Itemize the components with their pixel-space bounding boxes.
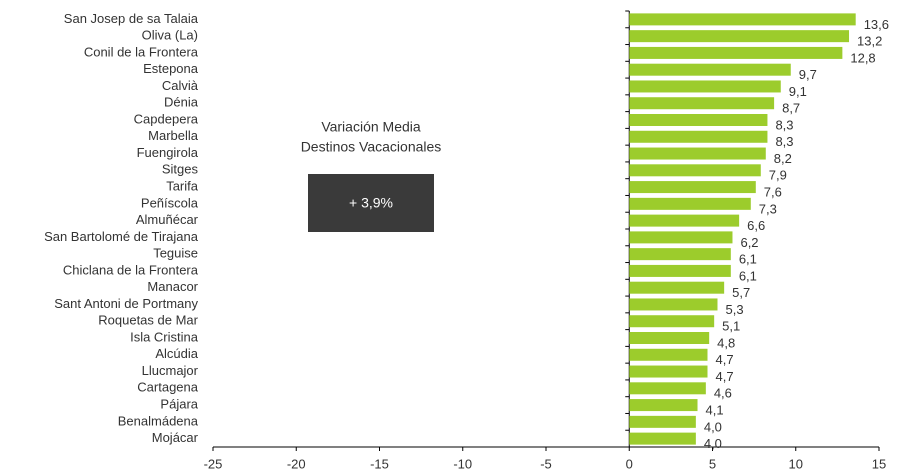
- value-label: 7,9: [769, 168, 787, 183]
- bar: [629, 13, 856, 26]
- y-tick-label: Isla Cristina: [130, 329, 199, 344]
- x-tick-label: -10: [453, 456, 472, 471]
- y-tick-label: Manacor: [147, 279, 198, 294]
- bar: [629, 315, 715, 328]
- y-tick-label: Peñíscola: [141, 195, 199, 210]
- y-tick-label: Alcúdia: [155, 346, 198, 361]
- value-label: 4,8: [717, 335, 735, 350]
- x-tick-label: 10: [789, 456, 803, 471]
- value-label: 13,2: [857, 34, 882, 49]
- y-tick-label: San Josep de sa Talaia: [64, 11, 199, 26]
- y-tick-label: Conil de la Frontera: [84, 44, 199, 59]
- y-tick-label: Fuengirola: [137, 145, 199, 160]
- y-tick-label: Cartagena: [137, 380, 198, 395]
- annotation-box: [308, 174, 434, 232]
- x-tick-label: -15: [370, 456, 389, 471]
- y-tick-label: Calvià: [162, 78, 199, 93]
- bar: [629, 432, 696, 445]
- x-tick-label: -20: [287, 456, 306, 471]
- bar: [629, 382, 706, 395]
- value-label: 9,1: [789, 84, 807, 99]
- value-label: 8,3: [775, 134, 793, 149]
- y-tick-label: Oliva (La): [142, 28, 198, 43]
- bar: [629, 80, 781, 93]
- value-label: 8,7: [782, 101, 800, 116]
- y-tick-label: San Bartolomé de Tirajana: [44, 229, 199, 244]
- x-tick-label: 0: [626, 456, 633, 471]
- bar: [629, 365, 708, 378]
- bar: [629, 63, 791, 76]
- y-tick-label: Dénia: [164, 95, 199, 110]
- y-tick-label: Estepona: [143, 61, 199, 76]
- bar: [629, 399, 698, 412]
- value-label: 5,3: [725, 302, 743, 317]
- bar: [629, 415, 696, 428]
- bar: [629, 46, 843, 59]
- bar: [629, 298, 718, 311]
- bar: [629, 332, 710, 344]
- value-label: 4,7: [716, 369, 734, 384]
- value-label: 6,1: [739, 268, 757, 283]
- value-label: 8,2: [774, 151, 792, 166]
- value-label: 4,0: [704, 419, 722, 434]
- value-label: 4,6: [714, 386, 732, 401]
- y-tick-label: Teguise: [153, 246, 198, 261]
- y-tick-label: Benalmádena: [118, 413, 199, 428]
- y-tick-label: Tarifa: [166, 179, 199, 194]
- x-tick-label: -5: [540, 456, 552, 471]
- value-label: 12,8: [850, 50, 875, 65]
- value-label: 4,7: [716, 352, 734, 367]
- value-label: 4,1: [706, 403, 724, 418]
- y-tick-label: Llucmajor: [142, 363, 199, 378]
- y-tick-label: Mojácar: [152, 430, 199, 445]
- annotation-title: Variación Media: [321, 119, 421, 135]
- bar: [629, 348, 708, 361]
- bar: [629, 248, 731, 261]
- bar: [629, 197, 751, 210]
- bar: [629, 147, 766, 160]
- value-label: 7,6: [764, 185, 782, 200]
- x-tick-label: 5: [709, 456, 716, 471]
- value-label: 6,6: [747, 218, 765, 233]
- x-tick-label: 15: [872, 456, 886, 471]
- bar: [629, 231, 733, 244]
- bar: [629, 164, 761, 177]
- value-label: 8,3: [775, 117, 793, 132]
- y-tick-label: Sant Antoni de Portmany: [54, 296, 198, 311]
- value-label: 9,7: [799, 67, 817, 82]
- bar: [629, 281, 725, 294]
- bar: [629, 30, 850, 43]
- value-label: 6,2: [740, 235, 758, 250]
- value-label: 5,7: [732, 285, 750, 300]
- y-tick-label: Roquetas de Mar: [98, 313, 198, 328]
- y-tick-label: Marbella: [148, 128, 199, 143]
- bar: [629, 97, 775, 110]
- y-tick-label: Sitges: [162, 162, 199, 177]
- x-tick-label: -25: [204, 456, 223, 471]
- y-tick-label: Chiclana de la Frontera: [63, 262, 199, 277]
- value-label: 5,1: [722, 319, 740, 334]
- bar: [629, 114, 768, 126]
- y-tick-label: Almuñécar: [136, 212, 199, 227]
- bar: [629, 264, 731, 277]
- annotation-value: + 3,9%: [349, 195, 393, 211]
- y-tick-label: Pájara: [160, 397, 198, 412]
- value-label: 7,3: [759, 201, 777, 216]
- value-label: 4,0: [704, 436, 722, 451]
- value-label: 6,1: [739, 252, 757, 267]
- bar: [629, 130, 768, 143]
- bar: [629, 214, 740, 227]
- value-label: 13,6: [864, 17, 889, 32]
- annotation-title: Destinos Vacacionales: [301, 139, 442, 155]
- bar: [629, 181, 756, 194]
- y-tick-label: Capdepera: [134, 111, 199, 126]
